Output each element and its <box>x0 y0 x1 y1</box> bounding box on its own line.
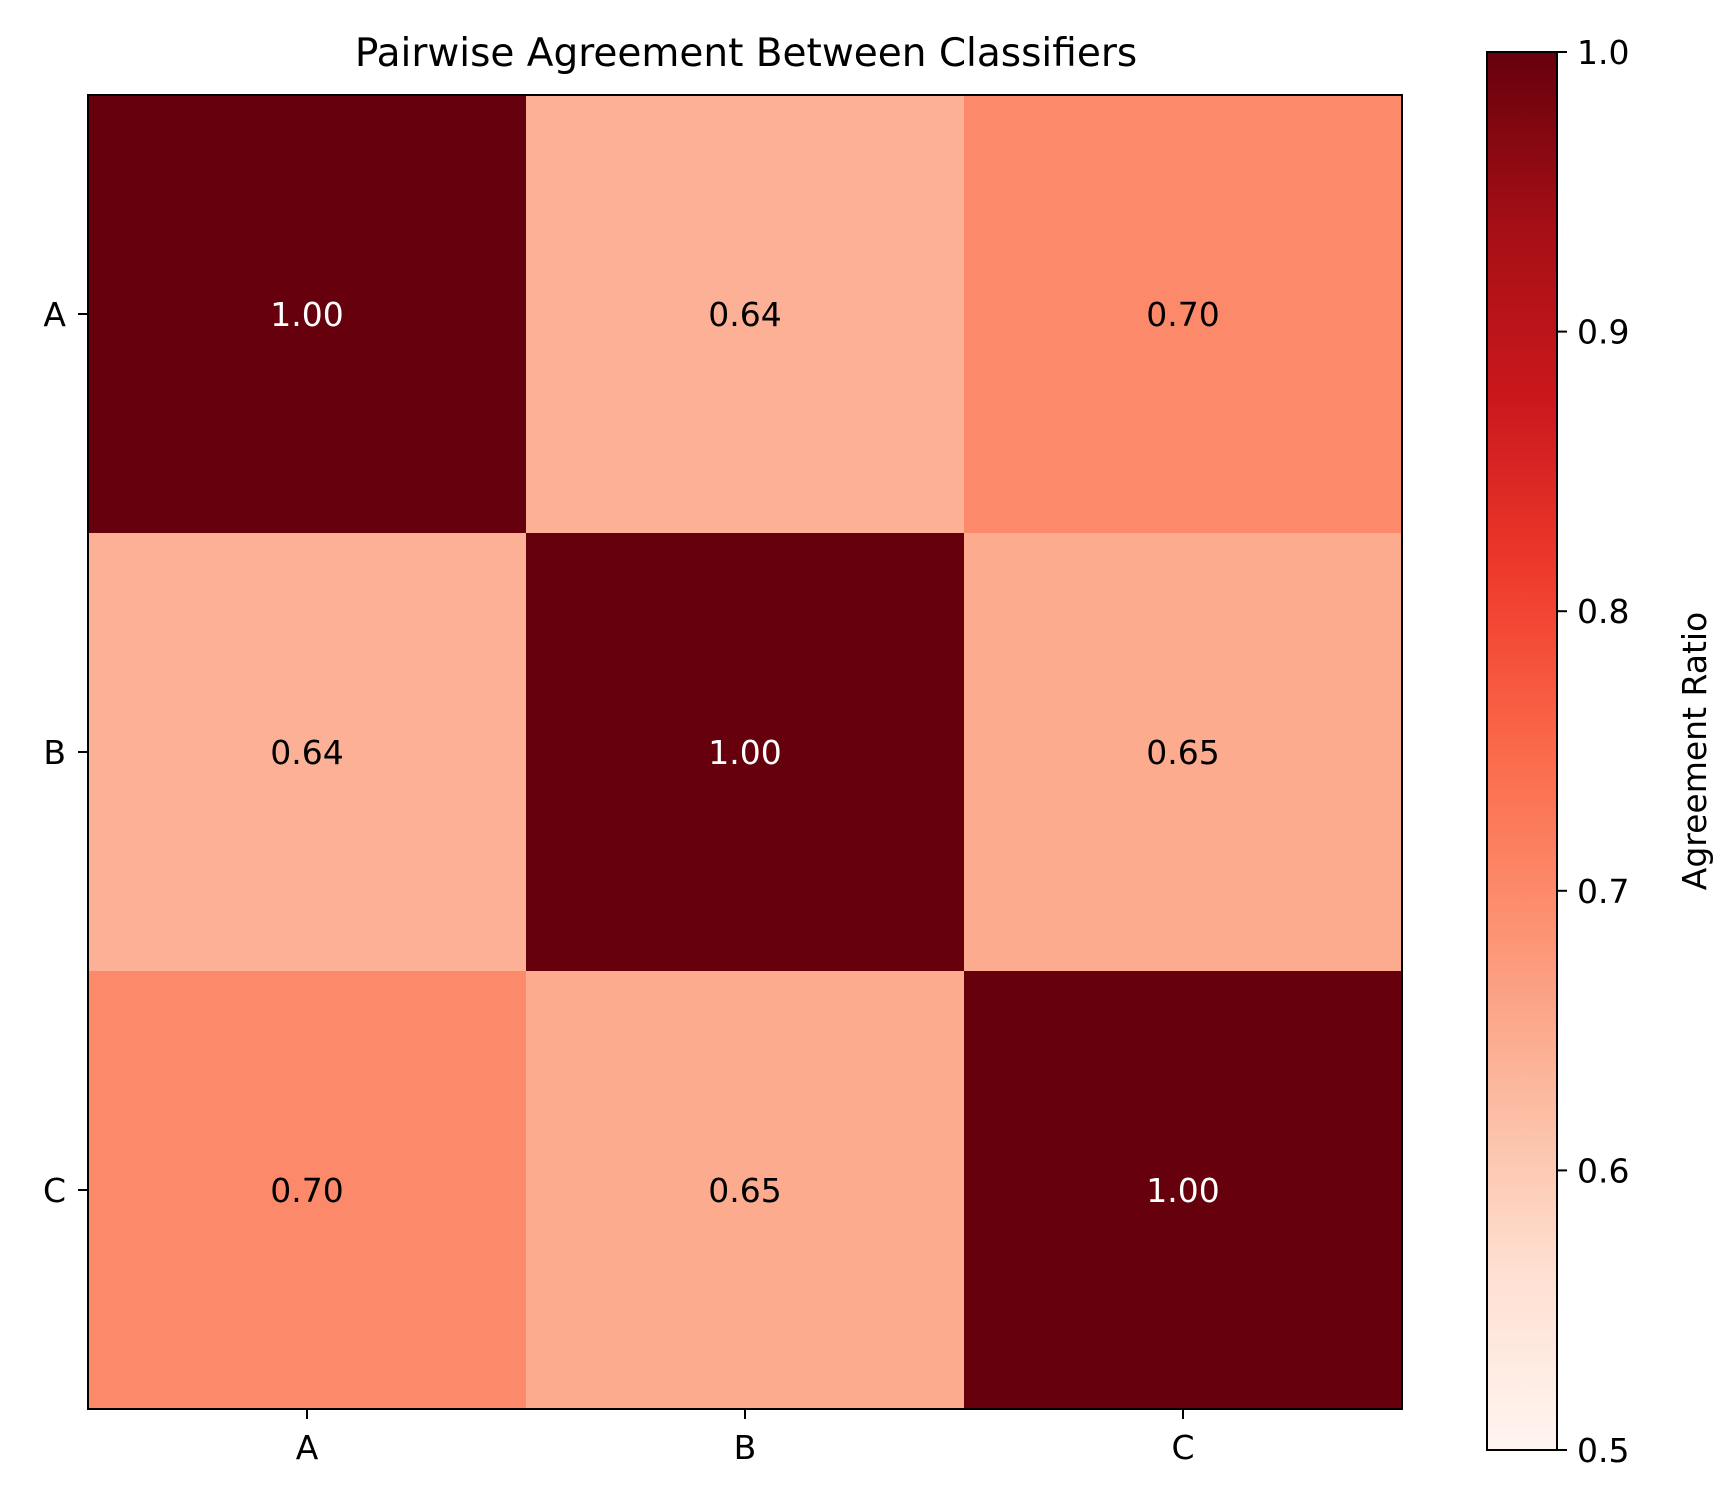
heatmap-cell-a-a <box>88 95 526 533</box>
heatmap-cell-b-b <box>526 533 964 971</box>
heatmap-cell-a-c <box>964 95 1402 533</box>
axis-ticks: A B C A B C <box>43 295 1195 1467</box>
cell-value-label: 0.70 <box>270 1171 343 1210</box>
colorbar-tick-label: 0.6 <box>1577 1151 1629 1190</box>
colorbar <box>1486 51 1558 1451</box>
colorbar-tick-label: 0.7 <box>1577 872 1629 911</box>
x-tick-label: A <box>296 1428 319 1467</box>
cell-value-label: 0.64 <box>708 295 781 334</box>
heatmap-cell-c-a <box>88 971 526 1409</box>
heatmap-cell-b-c <box>964 533 1402 971</box>
cell-value-label: 1.00 <box>270 295 343 334</box>
cell-value-label: 0.65 <box>1146 733 1219 772</box>
heatmap-cell-a-b <box>526 95 964 533</box>
heatmap-cells: 1.00 0.64 0.70 0.64 1.00 0.65 0.70 0.65 1.00 <box>88 95 1402 1409</box>
cell-value-label: 0.65 <box>708 1171 781 1210</box>
x-tick-label: C <box>1171 1428 1194 1467</box>
x-tick-label: B <box>734 1428 757 1467</box>
y-tick-label: A <box>43 295 66 334</box>
heatmap-cell-c-b <box>526 971 964 1409</box>
chart-title: Pairwise Agreement Between Classifiers <box>355 31 1137 76</box>
colorbar-ticks: 0.5 0.6 0.7 0.8 0.9 1.0 <box>1557 33 1629 1470</box>
heatmap-cell-b-a <box>88 533 526 971</box>
cell-value-label: 1.00 <box>1146 1171 1219 1210</box>
colorbar-tick-label: 0.5 <box>1577 1431 1629 1470</box>
colorbar-label: Agreement Ratio <box>1675 612 1714 891</box>
heatmap-cell-c-c <box>964 971 1402 1409</box>
cell-value-label: 0.70 <box>1146 295 1219 334</box>
colorbar-tick-label: 1.0 <box>1577 33 1629 72</box>
cell-value-label: 1.00 <box>708 733 781 772</box>
colorbar-tick-label: 0.8 <box>1577 592 1629 631</box>
colorbar-tick-label: 0.9 <box>1577 313 1629 352</box>
y-tick-label: C <box>43 1171 66 1210</box>
cell-value-label: 0.64 <box>270 733 343 772</box>
y-tick-label: B <box>43 733 66 772</box>
